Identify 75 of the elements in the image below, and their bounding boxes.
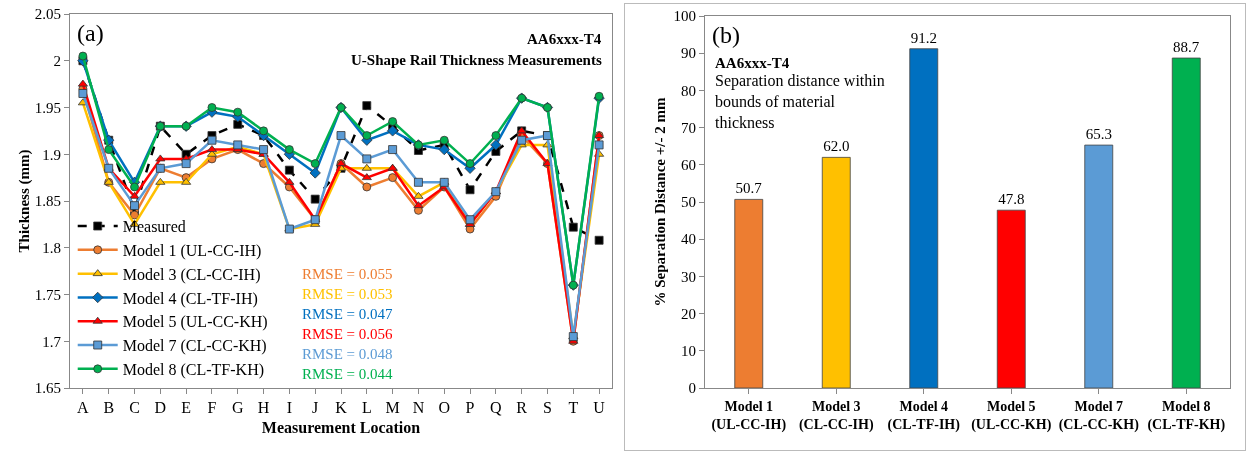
text: AA6xxx-T4 (527, 31, 602, 47)
legend-label: Model 4 (CL-TF-IH) (122, 289, 258, 308)
y-tick-label: 1.85 (34, 193, 61, 210)
x-tick-label: A (77, 399, 90, 417)
y-tick-label: 40 (681, 231, 696, 248)
text: AA6xxx-T4 (715, 55, 790, 71)
annotation: RMSE = 0.053 (302, 286, 393, 302)
y-tick-label: 30 (681, 268, 696, 285)
legend-label: Model 8 (CL-TF-KH) (122, 361, 265, 380)
y-tick-label: 80 (681, 82, 696, 99)
x-tick-label: C (129, 399, 140, 417)
annotation: RMSE = 0.047 (302, 306, 394, 322)
x-tick-label: U (593, 399, 606, 417)
x-tick-label: D (154, 399, 167, 417)
annotation: (b) (712, 22, 740, 48)
legend-label: Model 1 (UL-CC-IH) (122, 242, 262, 261)
x-tick-label: Model 5 (UL-CC-KH) (971, 398, 1052, 433)
y-tick-label: 2.05 (34, 6, 61, 23)
y-tick-label: 60 (681, 157, 696, 174)
legend-label: Model 5 (UL-CC-KH) (122, 313, 268, 332)
y-tick-label: 1.8 (42, 240, 61, 256)
y-tick-label: 90 (681, 45, 696, 62)
y-tick-label: 1.9 (42, 146, 61, 163)
x-tick-label: S (543, 399, 552, 417)
x-tick-label: P (465, 399, 475, 417)
x-tick-label: R (516, 399, 528, 417)
x-tick-label: L (361, 399, 372, 417)
data-label: 65.3 (1085, 126, 1112, 143)
y-tick-label: 1.65 (34, 380, 61, 397)
legend-label: Model 7 (CL-CC-KH) (122, 337, 267, 356)
y-tick-label: 1.75 (34, 286, 61, 303)
x-tick-label: O (438, 399, 451, 417)
y-tick-label: 0 (688, 380, 696, 397)
x-tick-label: N (412, 399, 425, 417)
x-tick-label: M (385, 399, 400, 417)
data-label: 88.7 (1172, 39, 1200, 56)
text: U-Shape Rail Thickness Measurements (351, 52, 602, 68)
x-tick-label: T (568, 399, 579, 417)
x-tick-label: Model 8 (CL-TF-KH) (1147, 398, 1226, 433)
x-tick-label: I (286, 399, 293, 417)
y-tick-label: 1.95 (34, 99, 61, 116)
annotation: RMSE = 0.048 (302, 346, 393, 362)
y-tick-label: 1.7 (42, 333, 62, 350)
legend-label: Model 3 (CL-CC-IH) (122, 265, 261, 284)
x-tick-label: B (103, 399, 115, 417)
y-tick-label: 10 (681, 343, 696, 360)
text: Separation distance within bounds of material thickness (715, 72, 885, 131)
x-tick-label: Model 3 (CL-CC-IH) (798, 398, 874, 433)
legend-label: Measured (122, 218, 186, 236)
annotation: RMSE = 0.044 (302, 366, 394, 382)
x-tick-label: F (207, 399, 217, 417)
x-tick-label: Model 7 (CL-CC-KH) (1058, 398, 1140, 433)
x-tick-label: H (257, 399, 270, 417)
data-label: 47.8 (998, 191, 1025, 208)
x-tick-label: J (312, 399, 319, 417)
x-tick-label: E (181, 399, 192, 417)
y-tick-label: 50 (681, 194, 696, 211)
annotation: RMSE = 0.055 (302, 266, 393, 282)
x-tick-label: Model 4 (CL-TF-IH) (887, 398, 961, 433)
x-axis-title: Measurement Location (261, 418, 421, 436)
annotation: (a) (77, 20, 104, 46)
y-axis-title: % Separation Distance +/- 2 mm (652, 97, 668, 307)
y-tick-label: 70 (681, 119, 696, 136)
annotation: RMSE = 0.056 (302, 326, 394, 342)
data-label: 50.7 (735, 180, 763, 197)
x-tick-label: Q (490, 399, 503, 417)
data-label: 91.2 (910, 29, 937, 46)
y-tick-label: 2 (53, 53, 61, 69)
x-tick-label: K (335, 399, 348, 417)
x-tick-label: G (231, 399, 244, 417)
y-tick-label: 100 (673, 8, 696, 25)
data-label: 62.0 (823, 138, 850, 155)
y-axis-title: Thickness (mm) (15, 149, 33, 253)
x-tick-label: Model 1 (UL-CC-IH) (711, 398, 787, 433)
y-tick-label: 20 (681, 305, 696, 322)
